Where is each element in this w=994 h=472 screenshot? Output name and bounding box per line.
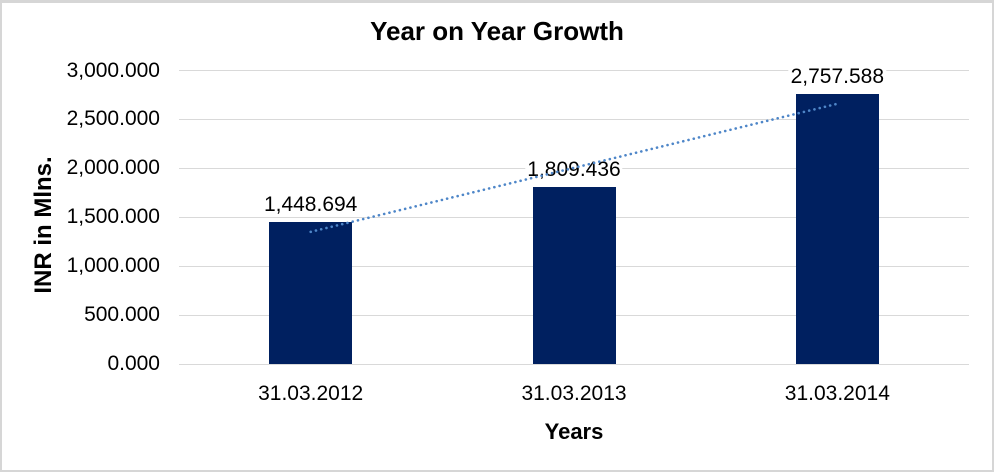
chart-title: Year on Year Growth bbox=[370, 16, 624, 46]
x-axis-title: Years bbox=[544, 419, 604, 444]
bar-data-label: 1,448.694 bbox=[261, 193, 360, 217]
y-axis-tick-label: 2,000.000 bbox=[66, 156, 160, 180]
bar-data-label: 2,757.588 bbox=[788, 65, 887, 89]
x-axis-category-label: 31.03.2012 bbox=[258, 382, 364, 405]
gridline bbox=[179, 70, 969, 71]
y-axis-tick-label: 3,000.000 bbox=[66, 58, 160, 82]
y-axis-tick-label: 2,500.000 bbox=[66, 107, 160, 131]
x-axis-category-label: 31.03.2013 bbox=[521, 382, 627, 405]
bar bbox=[532, 186, 616, 364]
y-axis-tick-label: 1,000.000 bbox=[66, 254, 160, 278]
y-axis-tick-label: 1,500.000 bbox=[66, 205, 160, 229]
bar bbox=[269, 222, 353, 364]
x-axis-category-label: 31.03.2014 bbox=[784, 382, 890, 405]
y-axis-tick-label: 0.000 bbox=[107, 352, 160, 375]
bar bbox=[795, 94, 879, 364]
bar-data-label: 1,809.436 bbox=[525, 157, 623, 181]
gridline bbox=[179, 363, 969, 365]
y-axis-tick-label: 500.000 bbox=[84, 303, 160, 327]
y-axis-title: INR in Mlns. bbox=[30, 156, 57, 294]
